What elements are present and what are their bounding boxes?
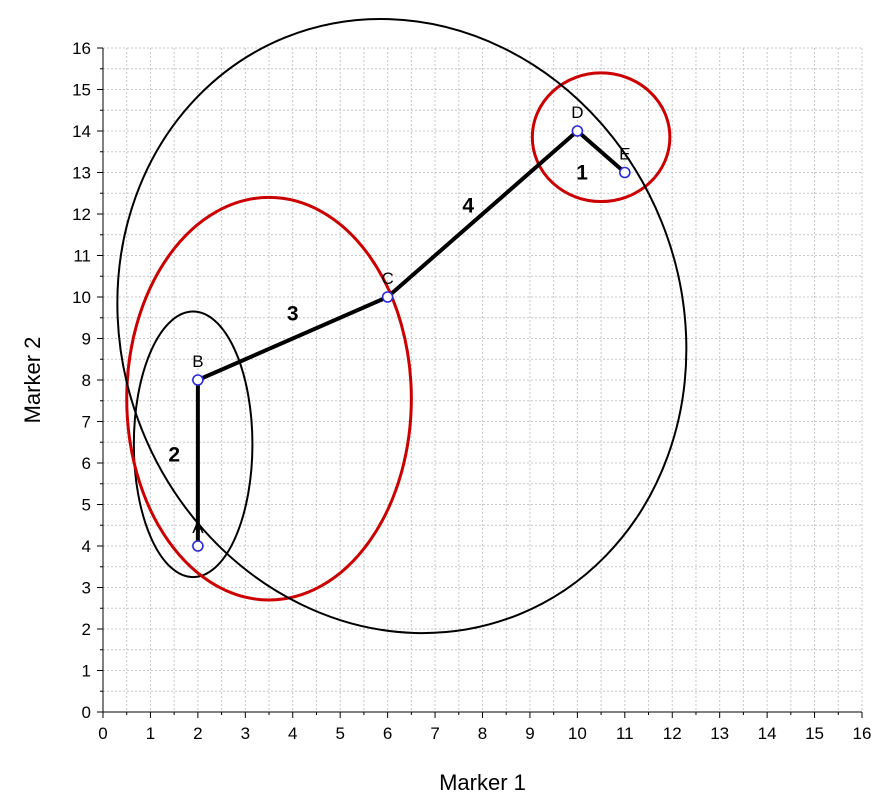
data-point-a [192,540,204,552]
x-tick-label: 13 [710,724,729,743]
y-tick-label: 11 [73,247,91,266]
data-point-d [571,125,584,137]
point-label-e: E [619,145,630,164]
y-tick-label: 5 [82,496,91,515]
data-points [192,125,631,552]
x-tick-label: 10 [568,724,587,743]
y-tick-label: 16 [72,39,91,58]
x-tick-label: 2 [193,724,202,743]
x-tick-label: 4 [288,724,297,743]
labels: A B C D E 1 2 3 4 [168,103,630,537]
x-tick-label: 1 [146,724,155,743]
point-label-c: C [381,269,393,288]
cluster-label-4: 4 [462,195,474,218]
cluster-ellipses [116,18,688,635]
x-tick-label: 6 [383,724,392,743]
y-tick-label: 8 [82,371,91,390]
x-tick-label: 9 [525,724,534,743]
x-tick-label: 8 [478,724,487,743]
y-tick-label: 0 [82,703,91,722]
y-tick-label: 3 [82,579,91,598]
cluster-ellipse-4 [116,18,688,635]
data-point-e [619,166,631,179]
y-tick-label: 14 [72,122,91,141]
cluster-ellipse-1 [530,71,672,204]
point-label-d: D [571,103,583,122]
x-tick-label: 15 [805,724,824,743]
y-tick-label: 9 [82,330,91,349]
y-tick-label: 2 [82,620,91,639]
x-tick-label: 3 [241,724,250,743]
cluster-link-1 [575,129,627,175]
y-tick-label: 10 [72,288,91,307]
x-axis-title: Marker 1 [439,770,526,795]
cluster-label-1: 1 [576,162,588,185]
cluster-label-3: 3 [287,303,299,326]
axes: 0 1 2 3 4 5 6 7 8 9 10 11 12 13 14 15 160123456789101112… [72,39,871,743]
y-tick-label: 1 [82,662,91,681]
y-axis-title: Marker 2 [20,337,45,424]
grid [103,47,863,712]
y-tick-label: 4 [82,537,91,556]
x-tick-label: 11 [616,724,634,743]
cluster-ellipse-2 [132,310,254,579]
cluster-ellipse-3 [125,195,413,602]
x-tick-label: 5 [335,724,344,743]
cluster-links [195,129,627,548]
x-tick-label: 16 [853,724,872,743]
x-tick-label: 7 [430,724,439,743]
x-tick-label: 12 [663,724,682,743]
x-tick-label: 14 [758,724,777,743]
y-tick-label: 12 [72,205,91,224]
cluster-link-4 [385,129,580,299]
point-label-a: A [192,518,204,537]
data-point-b [192,374,204,386]
x-tick-label: 0 [98,724,107,743]
y-tick-label: 13 [72,164,91,183]
data-point-c [381,291,394,303]
y-tick-label: 6 [82,454,91,473]
cluster-label-2: 2 [168,444,180,467]
y-tick-label: 7 [82,413,91,432]
y-tick-label: 15 [72,81,91,100]
cluster-link-3 [195,295,390,382]
point-label-b: B [192,352,203,371]
